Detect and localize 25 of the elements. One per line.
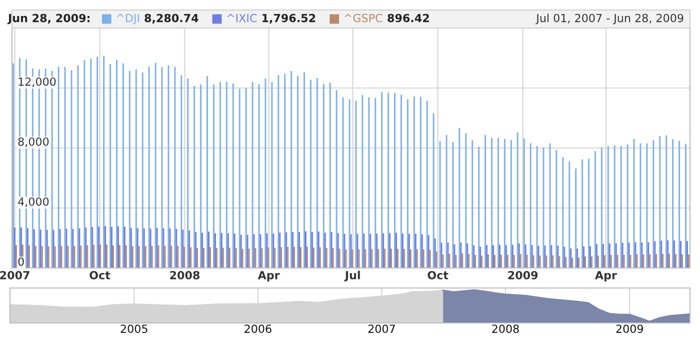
x-tick-label: 2009 <box>616 324 643 333</box>
legend-label: ^IXIC <box>227 14 257 22</box>
y-tick-label: 12,000 <box>18 77 56 87</box>
text: Jun 28, 2009: <box>7 14 90 24</box>
x-tick-label: 2005 <box>120 324 148 333</box>
x-tick-label: Apr <box>594 271 617 282</box>
y-tick-label: 4,000 <box>18 197 49 207</box>
x-tick-label: 2006 <box>244 324 272 333</box>
x-tick-label: Oct <box>428 270 448 280</box>
x-tick-label: 2007 <box>0 270 30 280</box>
x-tick-label: Oct <box>90 270 110 280</box>
y-tick-label: 8,000 <box>18 137 49 147</box>
x-tick-label: 2008 <box>492 324 519 333</box>
x-tick-label: 2008 <box>170 270 200 280</box>
x-tick-label: 2007 <box>368 324 395 333</box>
legend-label: ^GSPC <box>344 14 382 22</box>
text: Jul 01, 2007 - Jun 28, 2009 <box>536 14 684 24</box>
legend-label: ^DJI <box>116 14 139 24</box>
text: 896.42 <box>388 14 429 22</box>
text: 1,796.52 <box>262 14 316 24</box>
x-tick-label: Apr <box>258 271 280 282</box>
y-tick-label: 0 <box>18 257 24 266</box>
text: 8,280.74 <box>144 14 198 24</box>
x-tick-label: Jul <box>344 270 360 282</box>
x-tick-label: 2009 <box>508 270 538 280</box>
